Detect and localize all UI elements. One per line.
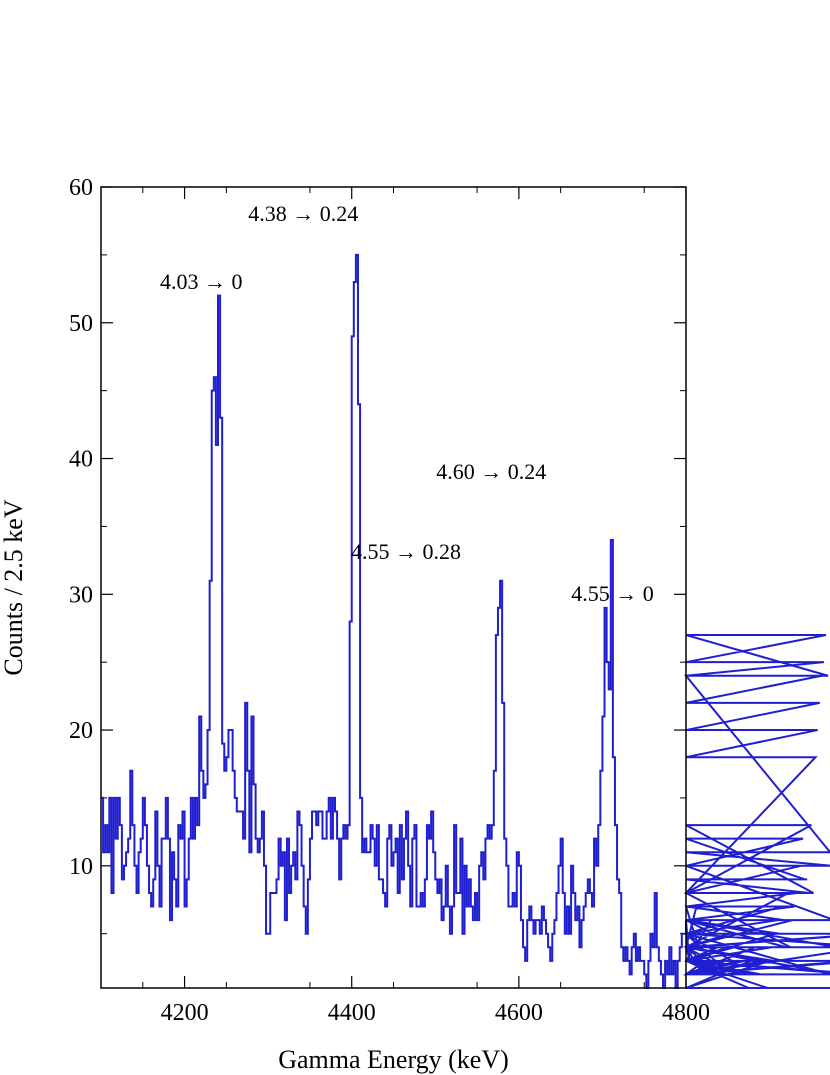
y-tick-labels: 10 20 30 40 50 60 <box>69 175 93 880</box>
peak-annotation: 4.60 → 0.24 <box>436 459 546 484</box>
y-tick-label: 60 <box>69 175 93 201</box>
plot-frame <box>100 186 687 989</box>
y-tick-label: 20 <box>69 718 93 744</box>
peak-annotation: 4.55 → 0 <box>571 581 654 606</box>
peak-annotations: 4.03 → 0 4.38 → 0.24 4.55 → 0.28 4.60 → 0.2… <box>160 201 654 606</box>
x-tick-label: 4200 <box>161 1000 209 1026</box>
y-tick-label: 30 <box>69 582 93 608</box>
y-axis-title: Counts / 2.5 keV <box>0 499 28 675</box>
y-tick-label: 10 <box>69 854 93 880</box>
peak-annotation: 4.38 → 0.24 <box>248 201 358 226</box>
spectrum-series-line <box>101 253 830 989</box>
x-tick-label: 4400 <box>328 1000 376 1026</box>
y-tick-label: 50 <box>69 311 93 337</box>
x-tick-labels: 4200 4400 4600 4800 <box>161 1000 710 1026</box>
peak-annotation: 4.03 → 0 <box>160 269 243 294</box>
x-tick-label: 4600 <box>495 1000 543 1026</box>
x-tick-label: 4800 <box>662 1000 710 1026</box>
peak-annotation: 4.55 → 0.28 <box>351 539 461 564</box>
y-tick-label: 40 <box>69 447 93 473</box>
x-axis-title: Gamma Energy (keV) <box>278 1045 509 1074</box>
